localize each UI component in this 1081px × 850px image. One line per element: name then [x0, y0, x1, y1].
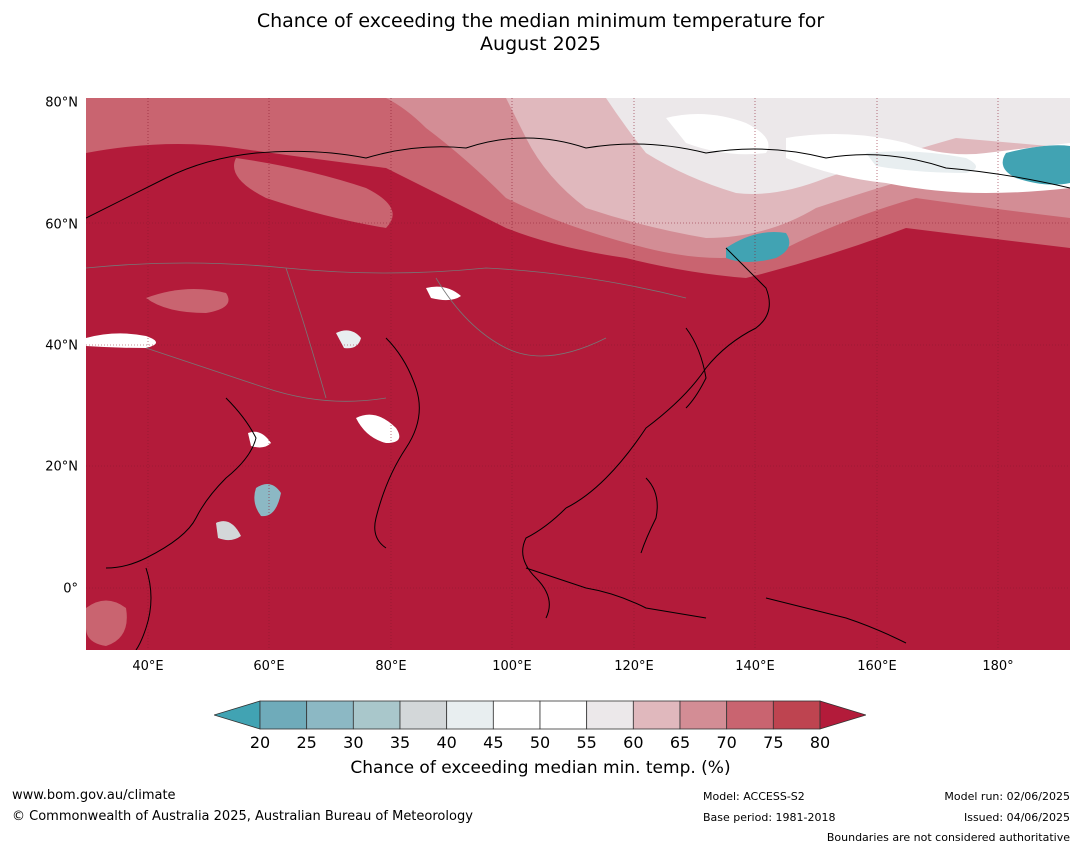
- colorbar-tick-label: 80: [809, 733, 831, 752]
- colorbar-tick-label: 50: [529, 733, 551, 752]
- colorbar-svg: [212, 700, 868, 730]
- title-line-2: August 2025: [480, 33, 601, 55]
- lon-label-180: 180°: [982, 659, 1014, 674]
- lat-label-0: 0°: [63, 581, 78, 597]
- colorbar-tick-label: 25: [296, 733, 317, 752]
- colorbar-tick-label: 30: [343, 733, 364, 752]
- lat-label-40n: 40°N: [45, 338, 78, 354]
- colorbar-segment: [446, 700, 494, 730]
- footer-url[interactable]: www.bom.gov.au/climate: [12, 788, 176, 803]
- footer-disclaimer: Boundaries are not considered authoritat…: [826, 831, 1070, 844]
- colorbar-segment: [352, 700, 401, 730]
- colorbar-segment: [539, 700, 588, 730]
- lat-label-20n: 20°N: [45, 459, 78, 475]
- colorbar-tick-label: 45: [483, 733, 504, 752]
- colorbar-tick-label: 60: [623, 733, 644, 752]
- graticule: [86, 98, 1070, 650]
- colorbar-tick-label: 55: [576, 733, 597, 752]
- lon-label-40e: 40°E: [132, 659, 164, 674]
- colorbar-extend-low: [212, 700, 261, 730]
- lon-label-80e: 80°E: [375, 659, 407, 674]
- southern-light-patches: [86, 286, 461, 646]
- probability-map: [86, 98, 1070, 650]
- colorbar-tick-label: 20: [249, 733, 271, 752]
- colorbar-segment: [632, 700, 681, 730]
- footer-model: Model: ACCESS-S2: [703, 790, 805, 803]
- colorbar-tick-label: 70: [716, 733, 737, 752]
- colorbar-segment: [399, 700, 448, 730]
- chart-title: Chance of exceeding the median minimum t…: [0, 10, 1081, 56]
- lat-label-60n: 60°N: [45, 217, 78, 233]
- lon-label-100e: 100°E: [492, 659, 532, 674]
- colorbar-label: Chance of exceeding median min. temp. (%…: [350, 758, 731, 778]
- lon-label-160e: 160°E: [857, 659, 897, 674]
- lon-label-140e: 140°E: [735, 659, 775, 674]
- colorbar-segment: [259, 700, 308, 730]
- colorbar-tick-label: 40: [436, 733, 457, 752]
- footer-model-run: Model run: 02/06/2025: [944, 790, 1070, 803]
- boundaries: [86, 262, 687, 402]
- colorbar-segment: [306, 700, 354, 730]
- footer-copyright: © Commonwealth of Australia 2025, Austra…: [12, 809, 473, 824]
- map-panel[interactable]: [86, 98, 1070, 650]
- lon-label-120e: 120°E: [614, 659, 654, 674]
- colorbar-segments: [212, 700, 868, 730]
- colorbar-tick-label: 75: [763, 733, 784, 752]
- title-line-1: Chance of exceeding the median minimum t…: [256, 10, 825, 32]
- colorbar-segment: [586, 700, 634, 730]
- colorbar-segment: [492, 700, 541, 730]
- footer-base-period: Base period: 1981-2018: [703, 811, 836, 824]
- colorbar: [212, 699, 868, 733]
- lon-label-60e: 60°E: [253, 659, 285, 674]
- colorbar-segment: [772, 700, 821, 730]
- northern-probability-bands: [86, 98, 1070, 278]
- lat-label-80n: 80°N: [45, 95, 78, 111]
- colorbar-extend-high: [819, 700, 868, 730]
- footer-issued: Issued: 04/06/2025: [963, 811, 1070, 824]
- colorbar-tick-label: 35: [389, 733, 411, 752]
- colorbar-segment: [679, 700, 728, 730]
- colorbar-tick-label: 65: [669, 733, 691, 752]
- colorbar-segment: [726, 700, 774, 730]
- coastlines: [86, 137, 1070, 650]
